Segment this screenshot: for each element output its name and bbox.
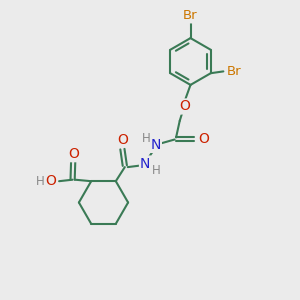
Text: H: H [36, 175, 45, 188]
Text: Br: Br [226, 65, 241, 78]
Text: O: O [45, 174, 56, 188]
Text: N: N [140, 157, 150, 170]
Text: Br: Br [183, 9, 198, 22]
Text: O: O [179, 100, 190, 113]
Text: H: H [142, 132, 151, 145]
Text: O: O [117, 133, 128, 146]
Text: O: O [68, 147, 79, 161]
Text: N: N [151, 138, 161, 152]
Text: H: H [152, 164, 161, 177]
Text: O: O [199, 132, 209, 146]
